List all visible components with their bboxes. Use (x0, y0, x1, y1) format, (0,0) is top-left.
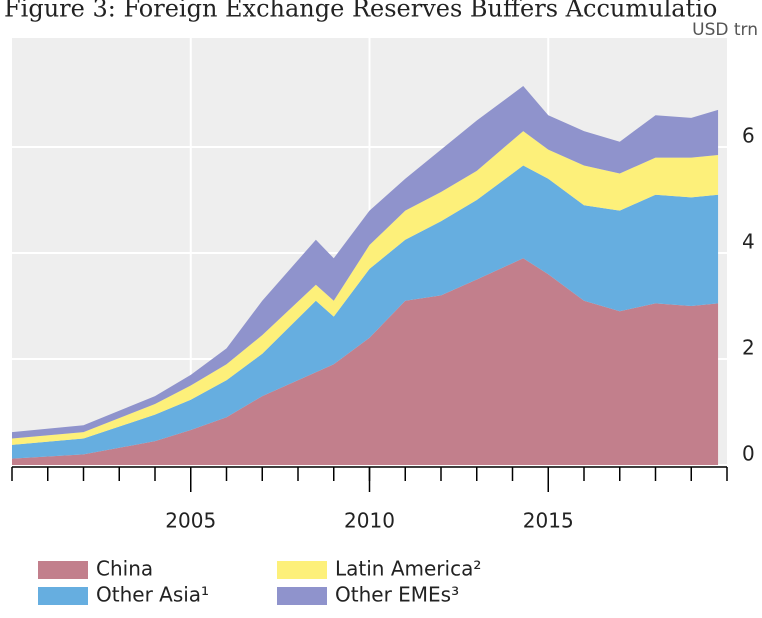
unit-label: USD trn (692, 20, 758, 40)
area (12, 86, 719, 439)
legend-label: Other Asia¹ (96, 583, 209, 607)
y-tick-label: 6 (742, 124, 755, 148)
y-tick-label: 2 (742, 336, 755, 360)
x-tick-label: 2015 (523, 509, 574, 533)
x-tick-label: 2010 (344, 509, 395, 533)
legend-swatch (38, 561, 88, 579)
legend-swatch (277, 561, 327, 579)
legend-label: Other EMEs³ (335, 583, 459, 607)
area (12, 165, 719, 459)
legend-label: China (96, 557, 153, 581)
y-tick-label: 0 (742, 442, 755, 466)
legend-swatch (277, 587, 327, 605)
x-tick-label: 2005 (165, 509, 216, 533)
area (12, 131, 719, 445)
legend-swatch (38, 587, 88, 605)
legend-label: Latin America² (335, 557, 481, 581)
y-tick-label: 4 (742, 230, 755, 254)
area (12, 258, 719, 465)
chart-title: Figure 3: Foreign Exchange Reserves Buff… (4, 0, 717, 23)
